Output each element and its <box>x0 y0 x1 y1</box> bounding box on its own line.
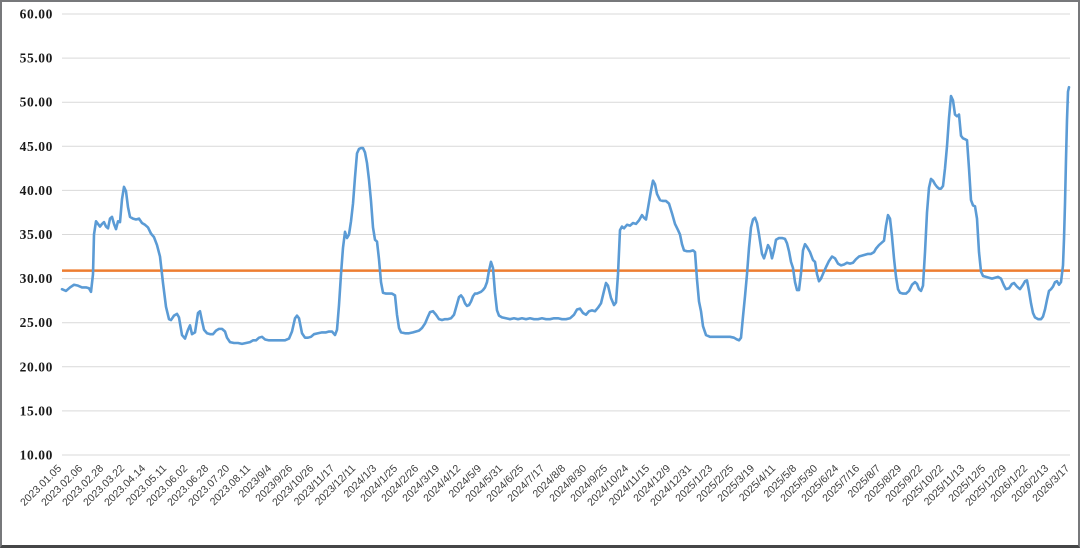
y-tick-label: 10.00 <box>20 448 53 463</box>
y-tick-label: 30.00 <box>20 271 53 286</box>
y-tick-label: 35.00 <box>20 227 53 242</box>
series-line <box>60 85 1071 346</box>
y-tick-label: 55.00 <box>20 51 53 66</box>
y-tick-label: 45.00 <box>20 139 53 154</box>
y-tick-label: 20.00 <box>20 359 53 374</box>
y-tick-label: 40.00 <box>20 183 53 198</box>
y-tick-label: 15.00 <box>20 403 53 418</box>
y-tick-label: 60.00 <box>20 7 53 22</box>
y-tick-label: 25.00 <box>20 315 53 330</box>
y-tick-label: 50.00 <box>20 95 53 110</box>
